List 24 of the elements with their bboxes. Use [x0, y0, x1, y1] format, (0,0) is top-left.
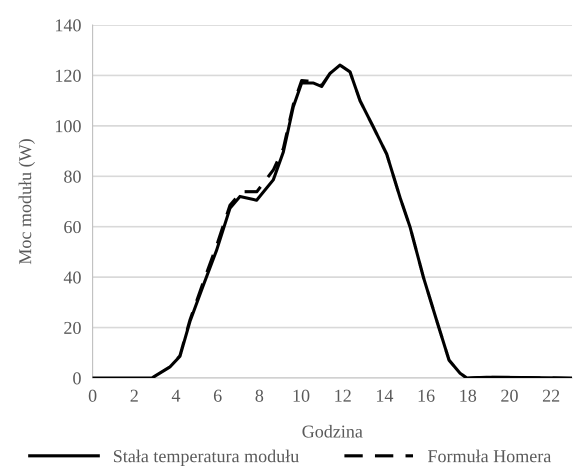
- x-tick-label: 10: [294, 390, 310, 402]
- x-tick-label: 2: [130, 390, 138, 402]
- x-tick-label: 12: [335, 390, 351, 402]
- x-tick-label: 20: [501, 390, 518, 402]
- y-tick-label: 120: [56, 70, 81, 82]
- y-tick-label: 80: [64, 170, 81, 183]
- x-tick-label: 8: [256, 390, 264, 402]
- x-tick-label: 18: [460, 390, 476, 402]
- x-axis-title: Godzina: [302, 424, 363, 438]
- y-tick-label: 40: [64, 271, 81, 284]
- x-tick-label: 6: [214, 390, 222, 402]
- legend-label: Stała temperatura modułu: [114, 450, 299, 466]
- legend-label: Formuła Homera: [428, 450, 552, 462]
- x-tick-label: 14: [376, 390, 394, 402]
- y-tick-label: 60: [64, 220, 81, 234]
- x-tick-label: 16: [418, 390, 435, 402]
- y-tick-label: 100: [56, 120, 81, 132]
- x-tick-label: 4: [172, 390, 180, 402]
- y-tick-label: 0: [73, 372, 81, 384]
- y-axis-title: Moc modułu (W): [18, 139, 35, 264]
- x-tick-label: 0: [88, 390, 96, 402]
- y-tick-label: 20: [64, 322, 81, 334]
- y-tick-label: 140: [56, 19, 81, 32]
- x-tick-label: 22: [542, 390, 560, 402]
